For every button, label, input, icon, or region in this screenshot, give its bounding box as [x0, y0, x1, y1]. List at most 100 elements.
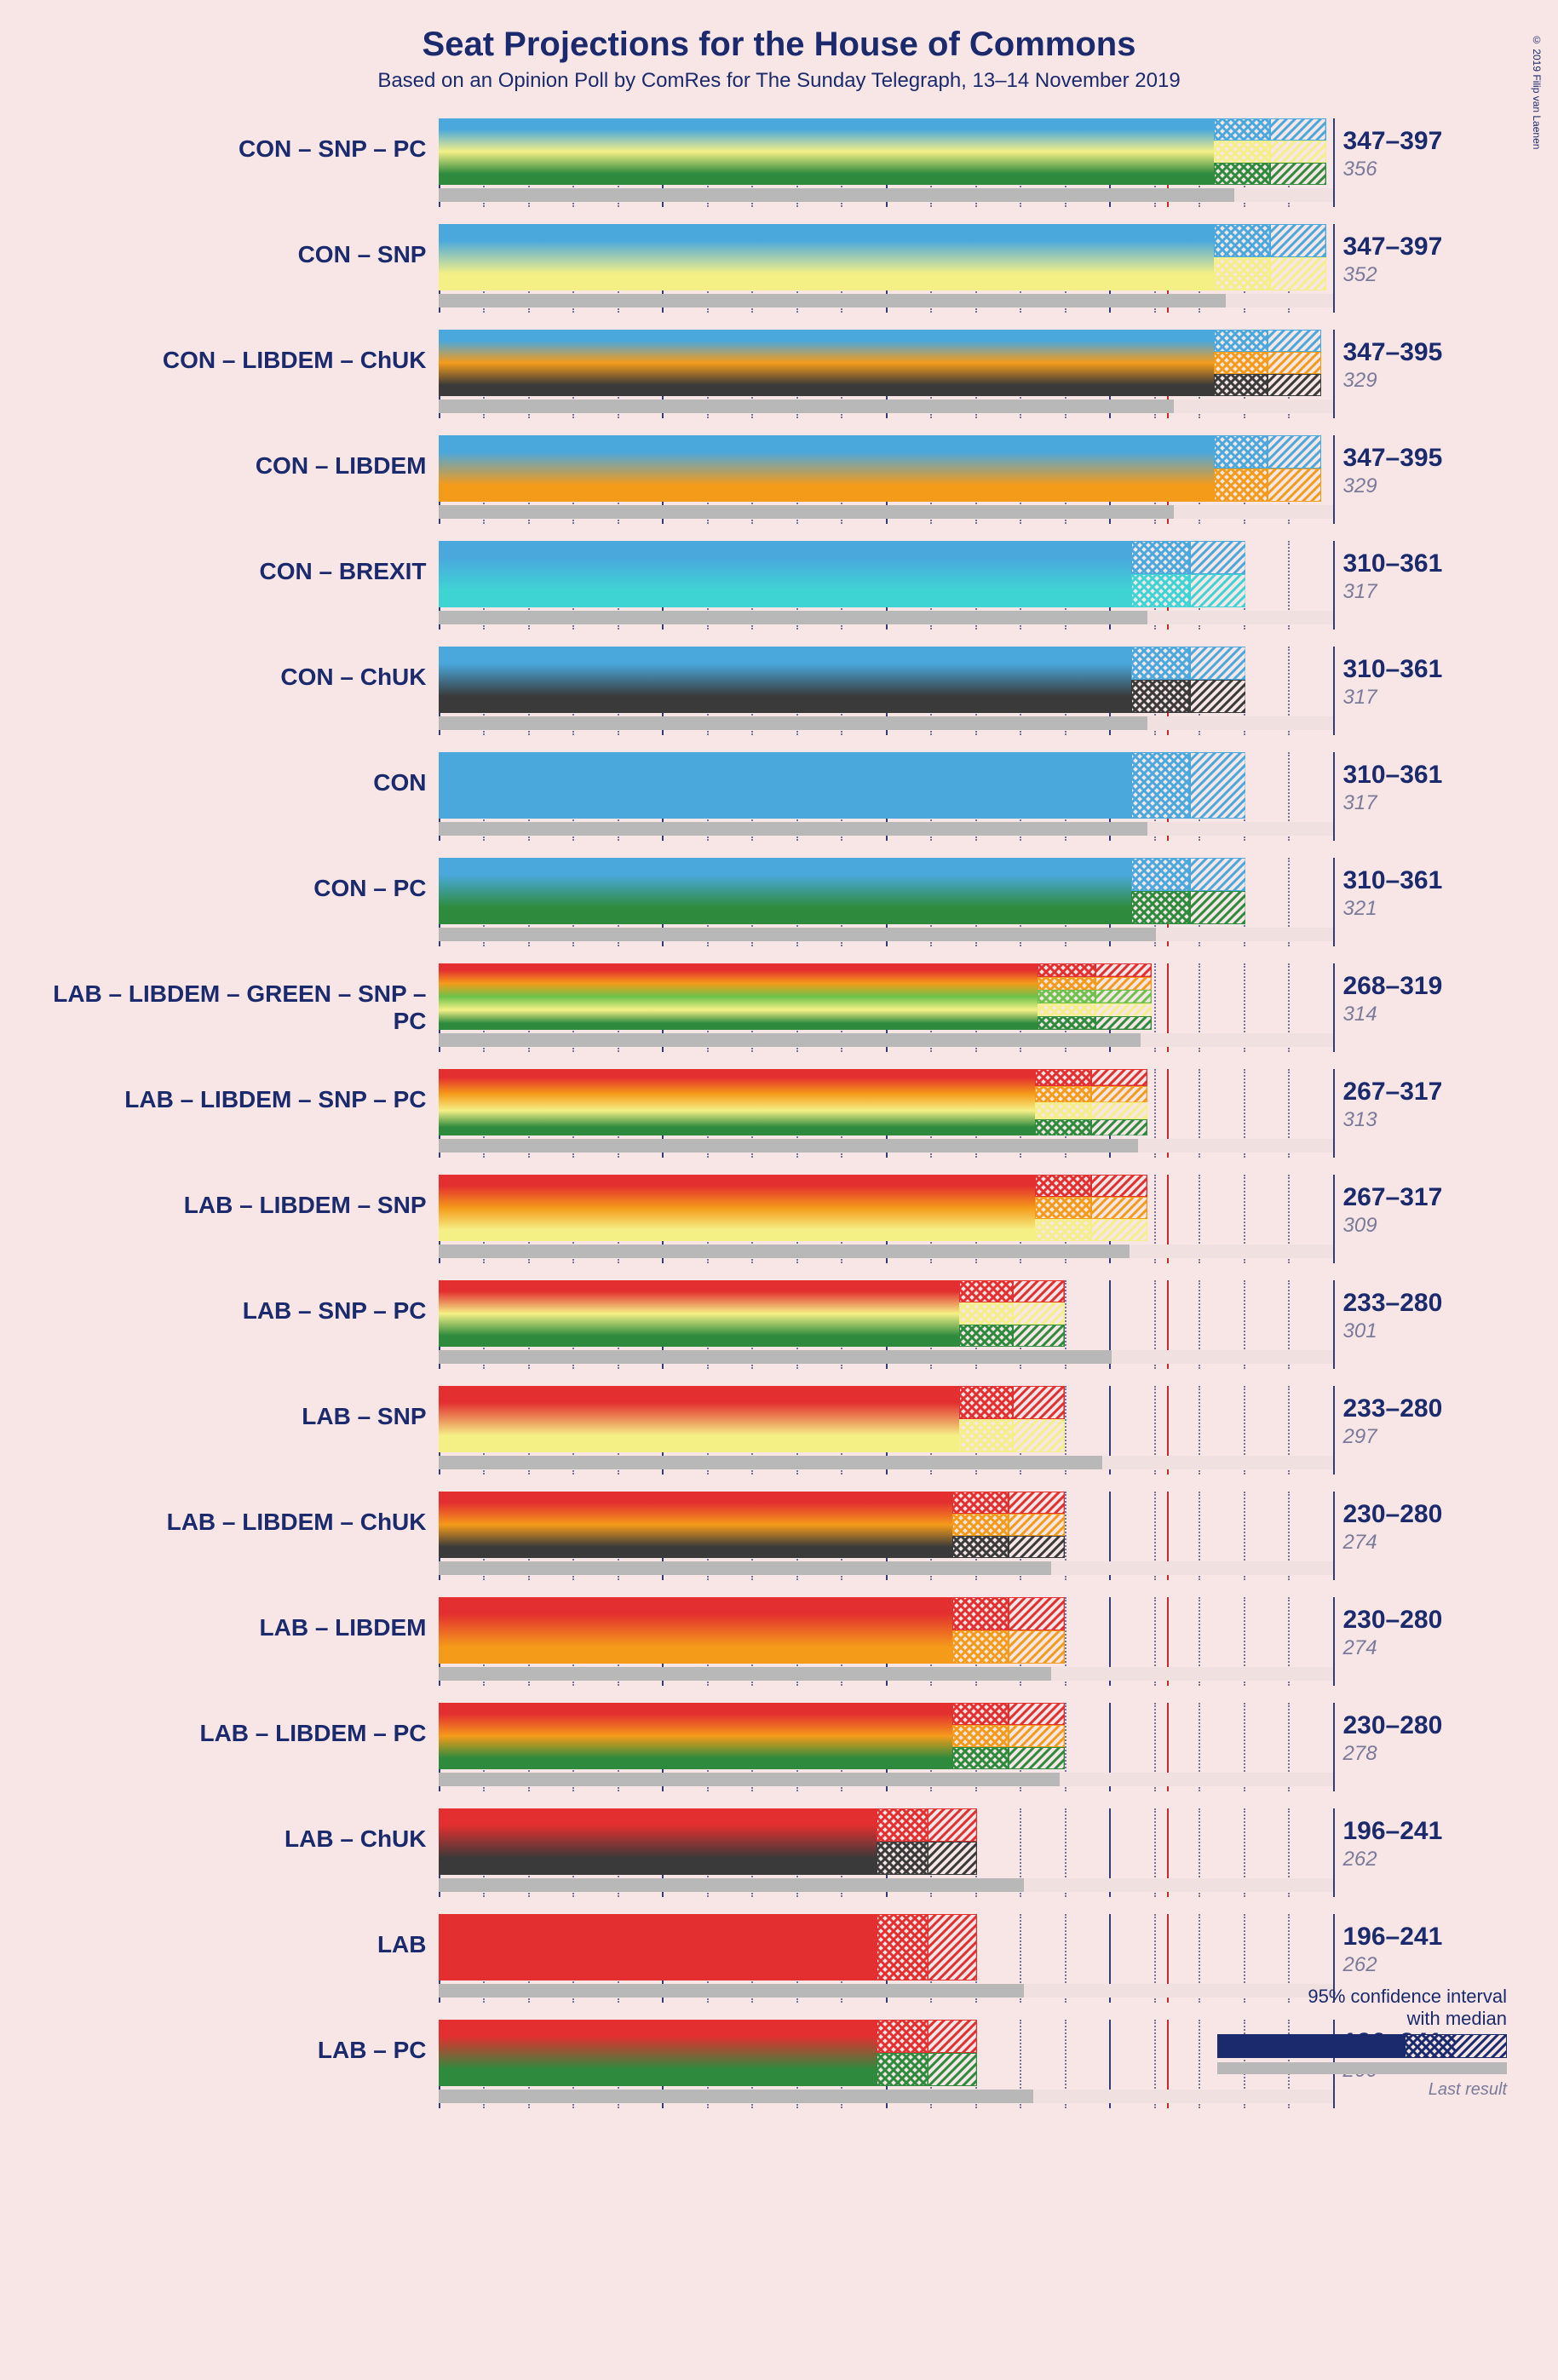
ci-cross-libdem: [952, 1725, 1009, 1747]
chart-row: CON – LIBDEM – ChUK 3: [38, 330, 1521, 418]
ci-hatch-snp: [1095, 1003, 1152, 1017]
last-result-text: 352: [1343, 263, 1503, 288]
ci-cross-chuk: [1214, 374, 1268, 396]
value-zone: 267–317309: [1333, 1175, 1503, 1239]
value-zone: 310–361317: [1333, 752, 1503, 816]
ci-cross-snp: [959, 1302, 1013, 1325]
bar-zone: [439, 858, 1333, 946]
ci-cross-snp: [959, 1419, 1013, 1452]
legend-ci-bar: [1217, 2034, 1507, 2058]
chart-row: CON – SNP 347–397352: [38, 224, 1521, 313]
gradient-overlay: [439, 1808, 877, 1875]
ci-hatch-con: [1268, 330, 1321, 352]
range-text: 230–280: [1343, 1492, 1503, 1527]
chart-row: CON 310–361317: [38, 752, 1521, 841]
ci-cross-lab: [952, 1703, 1009, 1725]
row-label: LAB – PC: [38, 2020, 439, 2064]
ci-hatch-pc: [1091, 1119, 1147, 1136]
gradient-overlay: [439, 435, 1215, 502]
ci-hatch-pc: [1009, 1747, 1065, 1769]
range-text: 310–361: [1343, 858, 1503, 894]
ci-cross-lab: [1035, 1175, 1091, 1197]
legend-line1: 95% confidence interval: [1308, 1986, 1507, 2007]
ci-hatch-lab: [1091, 1175, 1147, 1197]
last-result-bar: [439, 611, 1147, 624]
bar-zone: [439, 1280, 1333, 1369]
ci-hatch-libdem: [1268, 352, 1321, 374]
ci-cross-con: [1131, 858, 1189, 891]
bar-zone: [439, 752, 1333, 841]
gradient-overlay: [439, 1703, 953, 1769]
ci-hatch-lab: [1013, 1280, 1064, 1302]
ci-hatch-lab: [1091, 1069, 1147, 1086]
range-text: 310–361: [1343, 541, 1503, 577]
row-label: LAB – LIBDEM – ChUK: [38, 1492, 439, 1536]
row-label: LAB – LIBDEM – GREEN – SNP – PC: [38, 963, 439, 1035]
ci-hatch-pc: [1270, 163, 1326, 185]
bar-zone: [439, 435, 1333, 524]
last-result-bar: [439, 1984, 1025, 1998]
last-result-text: 317: [1343, 791, 1503, 816]
bar-zone: [439, 2020, 1333, 2108]
last-result-bar: [439, 188, 1235, 202]
gradient-overlay: [439, 330, 1215, 396]
range-text: 347–395: [1343, 435, 1503, 471]
ci-cross-pc: [1214, 163, 1270, 185]
ci-hatch-pc: [1013, 1325, 1064, 1347]
last-result-bar: [439, 1245, 1130, 1258]
last-result-bar: [439, 1878, 1025, 1892]
last-result-text: 297: [1343, 1425, 1503, 1450]
gradient-overlay: [439, 647, 1132, 713]
last-result-text: 317: [1343, 686, 1503, 710]
ci-hatch-pc: [1190, 891, 1246, 924]
ci-hatch-libdem: [1268, 469, 1321, 502]
range-text: 196–241: [1343, 1914, 1503, 1950]
gradient-overlay: [439, 963, 1038, 1030]
value-zone: 230–280274: [1333, 1597, 1503, 1661]
row-label: CON: [38, 752, 439, 796]
ci-hatch-con: [1270, 224, 1326, 257]
ci-hatch-snp: [1013, 1302, 1064, 1325]
value-zone: 230–280274: [1333, 1492, 1503, 1555]
ci-cross-chuk: [877, 1842, 928, 1875]
value-zone: 230–280278: [1333, 1703, 1503, 1767]
ci-cross-pc: [1038, 1016, 1095, 1030]
bar-zone: [439, 1175, 1333, 1263]
bar-zone: [439, 1703, 1333, 1791]
ci-cross-chuk: [952, 1536, 1009, 1558]
ci-cross-pc: [1035, 1119, 1091, 1136]
ci-hatch-brexit: [1190, 574, 1246, 607]
ci-cross-lab: [877, 1914, 928, 1980]
last-result-bar: [439, 400, 1175, 413]
ci-cross-libdem: [1035, 1086, 1091, 1103]
chart-row: CON – SNP – PC 347–39: [38, 118, 1521, 207]
ci-hatch-chuk: [1268, 374, 1321, 396]
ci-hatch-chuk: [1190, 680, 1246, 713]
bar-zone: [439, 1069, 1333, 1158]
row-label: LAB – SNP: [38, 1386, 439, 1430]
legend-title: 95% confidence interval with median: [1209, 1986, 1507, 2029]
ci-hatch-con: [1270, 118, 1326, 141]
ci-cross-con: [1131, 752, 1189, 819]
ci-hatch-snp: [1013, 1419, 1064, 1452]
ci-cross-lab: [877, 1808, 928, 1842]
bar-zone: [439, 1386, 1333, 1475]
ci-hatch-lab: [928, 1914, 977, 1980]
ci-cross-pc: [1131, 891, 1189, 924]
last-result-text: 313: [1343, 1108, 1503, 1133]
ci-hatch-con: [1190, 541, 1246, 574]
gradient-overlay: [439, 1280, 960, 1347]
bar-zone: [439, 1597, 1333, 1686]
ci-hatch-lab: [928, 2020, 977, 2053]
ci-cross-lab: [952, 1597, 1009, 1630]
range-text: 233–280: [1343, 1386, 1503, 1422]
chart-area: CON – SNP – PC 347–39: [38, 118, 1521, 2108]
last-result-bar: [439, 822, 1147, 836]
chart-row: LAB – ChUK 196–241262: [38, 1808, 1521, 1897]
ci-cross-con: [1214, 330, 1268, 352]
row-label: CON – PC: [38, 858, 439, 902]
value-zone: 196–241262: [1333, 1914, 1503, 1978]
value-zone: 310–361317: [1333, 647, 1503, 710]
last-result-text: 309: [1343, 1214, 1503, 1239]
ci-hatch-snp: [1270, 257, 1326, 290]
